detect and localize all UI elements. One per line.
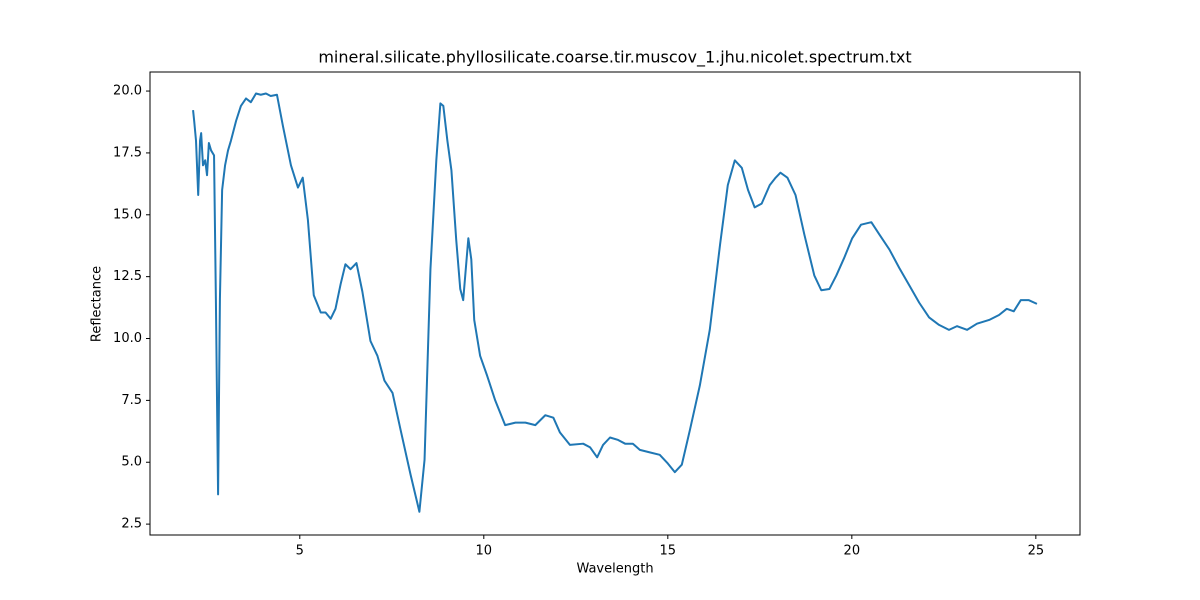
y-tick-label: 20.0 [113, 84, 142, 99]
x-tick-label: 20 [844, 544, 861, 559]
y-tick-label: 5.0 [121, 455, 142, 470]
data-line [192, 92, 1038, 513]
x-axis-label: Wavelength [576, 562, 653, 577]
x-tick-label: 5 [296, 544, 304, 559]
x-tick-label: 25 [1028, 544, 1045, 559]
plot-frame [149, 71, 1081, 536]
y-tick-label: 12.5 [113, 269, 142, 284]
y-tick-label: 15.0 [113, 207, 142, 222]
y-axis-label: Reflectance [90, 266, 105, 342]
chart-title: mineral.silicate.phyllosilicate.coarse.t… [318, 48, 911, 68]
x-tick-label: 10 [476, 544, 493, 559]
y-tick-label: 17.5 [113, 145, 142, 160]
y-tick-label: 10.0 [113, 331, 142, 346]
y-tick-label: 7.5 [121, 393, 142, 408]
x-tick-label: 15 [660, 544, 677, 559]
y-tick-label: 2.5 [121, 517, 142, 532]
